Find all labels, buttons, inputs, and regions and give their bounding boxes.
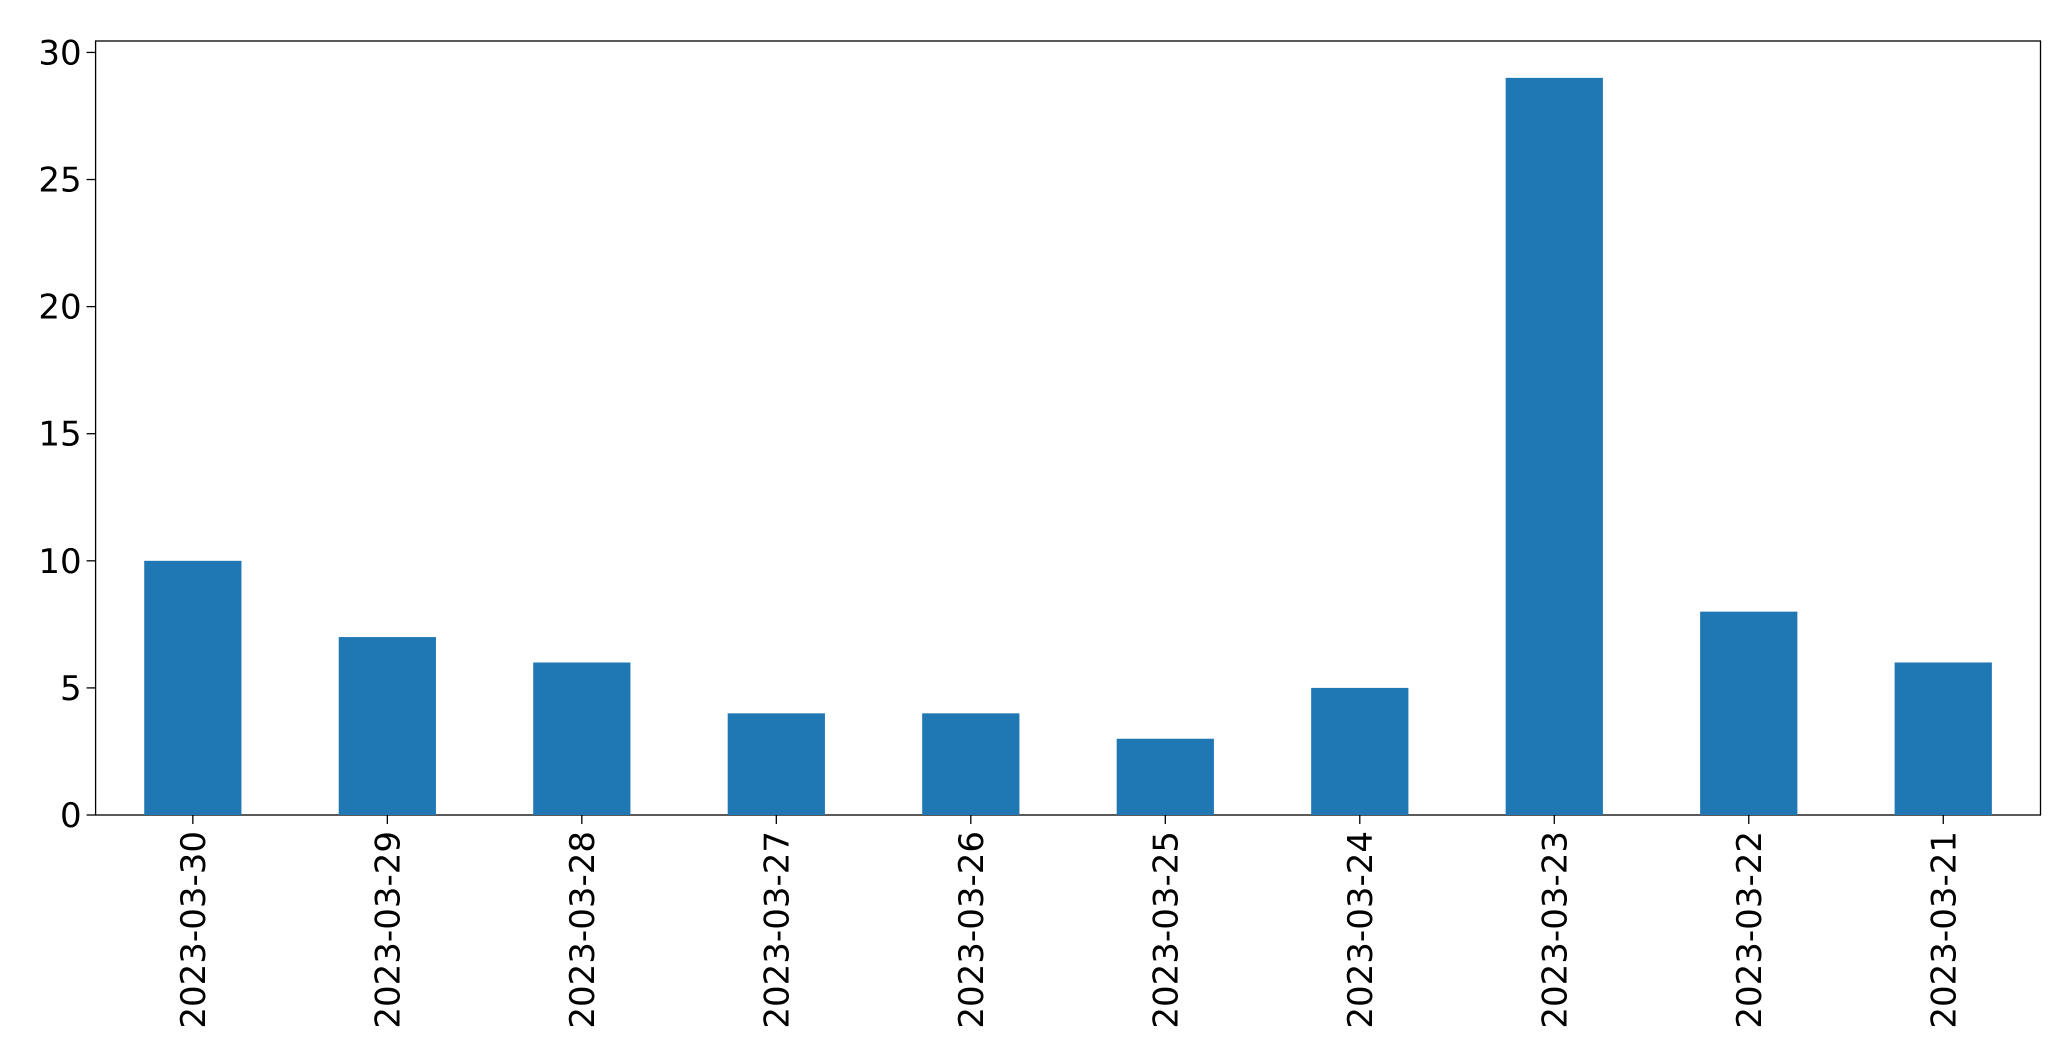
x-tick-label: 2023-03-27	[757, 831, 797, 1029]
x-tick-label: 2023-03-21	[1924, 831, 1964, 1029]
y-tick-label: 30	[38, 33, 81, 73]
bar	[1116, 738, 1214, 815]
x-tick-label: 2023-03-23	[1535, 831, 1575, 1029]
y-tick-label: 5	[60, 669, 82, 709]
bar	[338, 637, 436, 815]
x-tick-label: 2023-03-28	[563, 831, 603, 1029]
bar	[1700, 611, 1798, 815]
x-tick-label: 2023-03-30	[174, 831, 214, 1029]
x-tick-label: 2023-03-25	[1146, 831, 1186, 1029]
plot-frame	[94, 40, 2042, 816]
y-tick-label: 25	[38, 161, 81, 201]
x-tick-label: 2023-03-24	[1341, 831, 1381, 1029]
y-tick-label: 0	[60, 796, 82, 836]
bar	[727, 713, 825, 815]
bar	[1894, 662, 1992, 815]
bar	[144, 560, 242, 815]
y-tick-label: 10	[38, 542, 81, 582]
bar	[533, 662, 631, 815]
bar	[1505, 77, 1603, 816]
x-tick-label: 2023-03-29	[368, 831, 408, 1029]
x-tick-label: 2023-03-26	[952, 831, 992, 1029]
y-tick-label: 15	[38, 415, 81, 455]
bar	[922, 713, 1020, 815]
x-tick-label: 2023-03-22	[1730, 831, 1770, 1029]
y-tick-label: 20	[38, 288, 81, 328]
bar	[1311, 687, 1409, 815]
